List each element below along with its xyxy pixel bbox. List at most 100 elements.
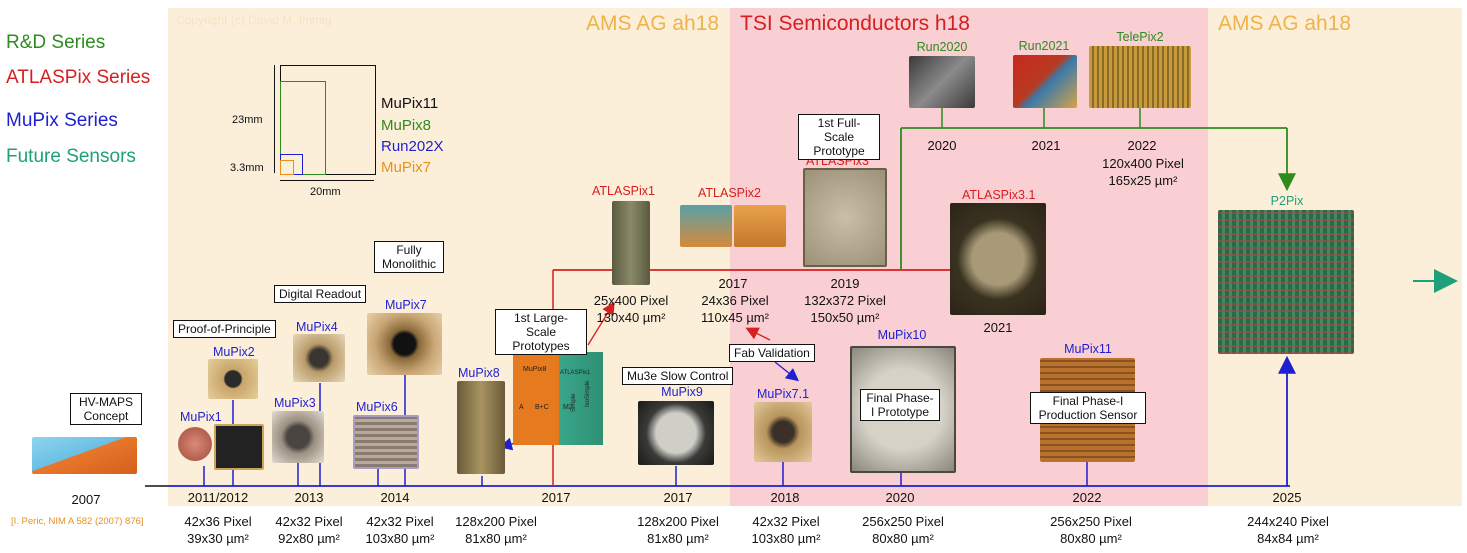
spec-atlaspix3-pixels: 132x372 Pixel (804, 293, 886, 308)
size-name-run202x: Run202X (381, 138, 444, 155)
spec-atlaspix1-pixels: 25x400 Pixel (593, 293, 669, 308)
spec-mupix10-size: 80x80 µm² (872, 531, 934, 546)
year-run2021: 2021 (1031, 138, 1061, 153)
spec-mupix11-size: 80x80 µm² (1060, 531, 1122, 546)
label-mupix8: MuPix8 (458, 366, 500, 380)
mupix1-coin-image (178, 427, 212, 461)
size-width-line (280, 180, 374, 181)
mupix7-chip-image (367, 313, 442, 375)
spec-mupix10: 256x250 Pixel 80x80 µm² (862, 513, 944, 547)
spec-mupix3-pixels: 42x32 Pixel (275, 514, 343, 529)
spec-mupix9-size: 81x80 µm² (647, 531, 709, 546)
largescale-layout-image: MuPix8 A B+C ATLASPix1 M2 Simple IsoSimp… (513, 352, 603, 445)
spec-mupix8-pixels: 128x200 Pixel (455, 514, 537, 529)
spec-atlaspix2-pixels: 24x36 Pixel (701, 293, 769, 308)
callout-fully-monolithic: Fully Monolithic (374, 241, 444, 273)
band-label-ams-left: AMS AG ah18 (586, 12, 720, 35)
callout-hvmaps-concept: HV-MAPS Concept (70, 393, 142, 425)
label-atlaspix1: ATLASPix1 (592, 184, 655, 198)
legend-future: Future Sensors (6, 146, 136, 167)
spec-mupix71: 42x32 Pixel 103x80 µm² (752, 513, 821, 547)
label-run2021: Run2021 (1018, 39, 1070, 53)
layout-label-bc: B+C (535, 404, 549, 411)
spec-atlaspix1: 25x400 Pixel 130x40 µm² (594, 292, 668, 326)
layout-label-atlaspix1: ATLASPix1 (560, 370, 591, 376)
run2021-chip-image (1013, 55, 1077, 108)
label-mupix6: MuPix6 (356, 400, 398, 414)
spec-mupix8: 128x200 Pixel 81x80 µm² (455, 513, 537, 547)
label-p2pix: P2Pix (1270, 194, 1304, 208)
atlaspix31-chip-image (950, 203, 1046, 315)
mupix6-chip-image (353, 415, 419, 469)
atlaspix1-chip-image (612, 201, 650, 285)
layout-label-simple: Simple (571, 393, 577, 412)
atlaspix2-chip-image-a (680, 205, 732, 247)
size-box-mupix7 (280, 160, 294, 175)
layout-label-a: A (519, 404, 524, 411)
band-label-ams-right: AMS AG ah18 (1218, 12, 1352, 35)
spec-mupix8-size: 81x80 µm² (465, 531, 527, 546)
mupix4-chip-image (293, 334, 345, 382)
spec-atlaspix2: 24x36 Pixel 110x45 µm² (701, 292, 769, 326)
year-run2020: 2020 (927, 138, 957, 153)
callout-final-prototype: Final Phase-I Prototype (860, 389, 940, 421)
size-box-mupix8 (280, 81, 326, 175)
callout-digital-readout: Digital Readout (274, 285, 367, 303)
label-telepix2: TelePix2 (1116, 30, 1164, 44)
atlaspix3-chip-image (803, 168, 887, 267)
label-mupix7: MuPix7 (385, 298, 427, 312)
year-2025: 2025 (1272, 490, 1302, 505)
spec-mupix3-size: 92x80 µm² (278, 531, 340, 546)
spec-p2pix-pixels: 244x240 Pixel (1247, 514, 1329, 529)
spec-atlaspix1-size: 130x40 µm² (596, 310, 666, 325)
label-mupix71: MuPix7.1 (756, 387, 810, 401)
legend-mupix: MuPix Series (6, 110, 118, 131)
year-2013: 2013 (294, 490, 324, 505)
spec-telepix2-pixels: 120x400 Pixel (1102, 156, 1184, 171)
copyright: Copyright (c) David M. Immig (176, 13, 332, 27)
spec-mupix1: 42x36 Pixel 39x30 µm² (184, 513, 251, 547)
size-small-label: 3.3mm (230, 162, 264, 174)
reference-citation[interactable]: [I. Peric, NIM A 582 (2007) 876] (11, 516, 144, 527)
spec-mupix11: 256x250 Pixel 80x80 µm² (1050, 513, 1132, 547)
spec-mupix1-pixels: 42x36 Pixel (184, 514, 252, 529)
label-mupix11: MuPix11 (1064, 342, 1112, 356)
label-mupix3: MuPix3 (274, 396, 316, 410)
label-run2020: Run2020 (916, 40, 968, 54)
telepix2-chip-image (1089, 46, 1191, 108)
spec-mupix11-pixels: 256x250 Pixel (1050, 514, 1132, 529)
spec-mupix71-size: 103x80 µm² (751, 531, 821, 546)
callout-mu3e-slow-control: Mu3e Slow Control (622, 367, 734, 385)
spec-telepix2-size: 165x25 µm² (1108, 173, 1178, 188)
layout-label-isosimple: IsoSimple (585, 380, 591, 407)
size-height-line (274, 65, 275, 173)
mupix9-chip-image (638, 401, 714, 465)
layout-label-mupix8: MuPix8 (523, 366, 547, 373)
legend-rd: R&D Series (6, 32, 106, 53)
label-mupix10: MuPix10 (877, 328, 927, 342)
spec-p2pix: 244x240 Pixel 84x84 µm² (1247, 513, 1329, 547)
mupix2-chip-image (208, 359, 258, 399)
p2pix-chip-image (1218, 210, 1354, 354)
mupix1-chip-image (214, 424, 264, 470)
callout-fab-validation: Fab Validation (729, 344, 815, 362)
spec-atlaspix3: 132x372 Pixel 150x50 µm² (804, 292, 886, 326)
atlaspix2-chip-image-b (734, 205, 786, 247)
size-name-mupix7: MuPix7 (381, 159, 432, 176)
layout-mupix8-section: MuPix8 A B+C (513, 352, 559, 445)
spec-mupix9-pixels: 128x200 Pixel (637, 514, 719, 529)
spec-mupix6-size: 103x80 µm² (365, 531, 435, 546)
legend-atlaspix: ATLASPix Series (6, 67, 151, 88)
year-2022: 2022 (1072, 490, 1102, 505)
year-telepix2: 2022 (1127, 138, 1157, 153)
spec-mupix1-size: 39x30 µm² (187, 531, 249, 546)
spec-p2pix-size: 84x84 µm² (1257, 531, 1319, 546)
size-width-label: 20mm (310, 186, 341, 198)
spec-mupix10-pixels: 256x250 Pixel (862, 514, 944, 529)
spec-mupix3: 42x32 Pixel 92x80 µm² (275, 513, 342, 547)
label-atlaspix2: ATLASPix2 (698, 186, 761, 200)
spec-mupix9: 128x200 Pixel 81x80 µm² (637, 513, 719, 547)
label-mupix2: MuPix2 (213, 345, 255, 359)
hvmaps-concept-image (32, 437, 137, 474)
year-atlaspix2: 2017 (718, 276, 748, 291)
